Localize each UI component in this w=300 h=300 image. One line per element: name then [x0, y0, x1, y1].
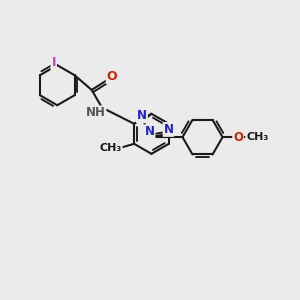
Text: CH₃: CH₃	[100, 143, 122, 153]
Text: N: N	[164, 123, 174, 136]
Text: I: I	[52, 56, 56, 69]
Text: NH: NH	[85, 106, 105, 119]
Text: N: N	[145, 125, 154, 138]
Text: N: N	[137, 109, 147, 122]
Text: O: O	[233, 130, 243, 144]
Text: CH₃: CH₃	[246, 132, 268, 142]
Text: O: O	[107, 70, 117, 83]
